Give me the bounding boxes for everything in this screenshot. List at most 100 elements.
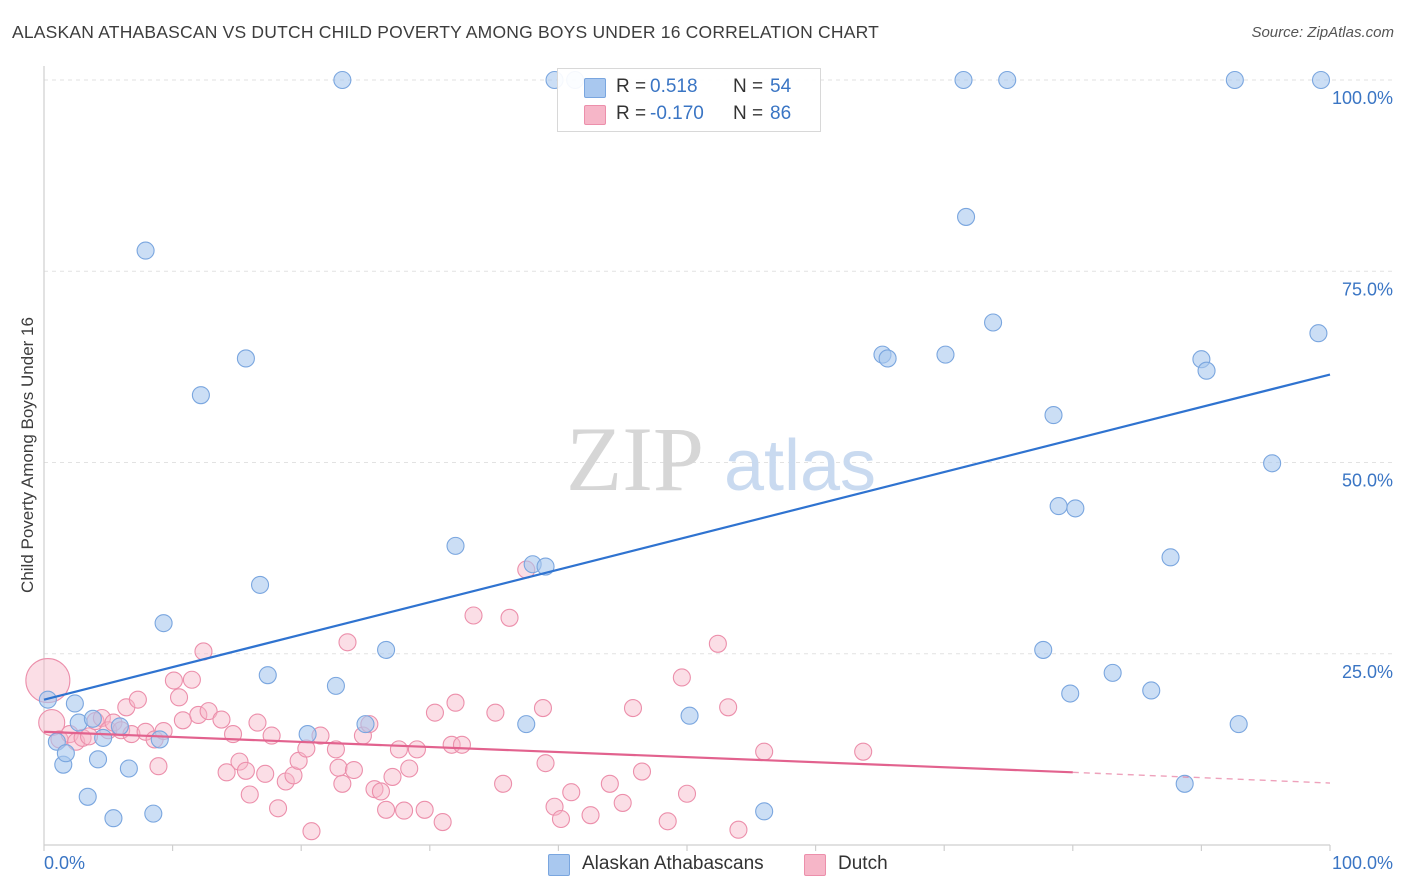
dutch-point: [269, 799, 288, 818]
dutch-point: [164, 671, 183, 690]
dutch-point: [189, 705, 208, 725]
dutch-point: [248, 713, 267, 732]
alaskan-athabascans-point: [1161, 548, 1180, 567]
source-label: Source: ZipAtlas.com: [1251, 24, 1394, 41]
dutch-point: [446, 693, 465, 712]
alaskan-athabascans-point: [1049, 497, 1068, 516]
dutch-point: [182, 670, 201, 689]
dutch-point: [854, 742, 873, 761]
alaskan-athabascans-point: [65, 694, 84, 713]
alaskan-athabascans-point: [258, 666, 277, 685]
legend-swatch-pink: [584, 105, 606, 125]
series-label-alaskan: Alaskan Athabascans: [582, 853, 764, 874]
alaskan-athabascans-point: [446, 536, 465, 555]
alaskan-athabascans-trend-line: [43, 373, 1331, 701]
alaskan-athabascans-point: [1229, 715, 1248, 734]
alaskan-athabascans-point: [136, 241, 155, 260]
alaskan-athabascans-point: [298, 725, 317, 744]
dutch-point: [415, 800, 434, 819]
dutch-point: [395, 801, 414, 820]
alaskan-athabascans-point: [957, 207, 976, 226]
alaskan-athabascans-point: [1175, 774, 1194, 793]
alaskan-athabascans-point: [119, 759, 138, 778]
alaskan-athabascans-point: [517, 715, 536, 734]
dutch-point: [199, 702, 218, 721]
alaskan-athabascans-point: [954, 70, 973, 90]
alaskan-athabascans-point: [154, 614, 173, 633]
legend-n-label: N =: [733, 76, 764, 97]
alaskan-athabascans-point: [1309, 324, 1328, 343]
alaskan-athabascans-point: [191, 386, 210, 405]
legend-n-value: 86: [770, 103, 792, 124]
dutch-point: [169, 688, 189, 707]
dutch-points: [25, 560, 873, 841]
tick-labels: 25.0% 50.0% 75.0% 100.0% 0.0% 100.0%: [44, 88, 1393, 873]
legend-row-alaskan: R = 0.518 N = 54: [558, 74, 820, 100]
dutch-point: [708, 634, 727, 653]
alaskan-athabascans-point: [878, 349, 897, 368]
dutch-point: [173, 711, 192, 730]
series-swatch-blue: [548, 854, 570, 876]
alaskan-athabascans-point: [356, 715, 375, 734]
dutch-point: [230, 752, 249, 771]
axes: [43, 66, 1331, 851]
dutch-trend-line-extension: [1072, 771, 1331, 784]
legend-row-dutch: R = -0.170 N = 86: [558, 101, 820, 127]
dutch-point: [672, 668, 691, 687]
alaskan-athabascans-point: [150, 730, 169, 749]
alaskan-athabascans-point: [1034, 640, 1053, 659]
alaskan-athabascans-point: [755, 802, 774, 821]
legend-r-value: -0.170: [650, 103, 704, 124]
alaskan-athabascans-point: [104, 809, 123, 828]
dutch-point: [533, 699, 553, 718]
dutch-point: [755, 742, 774, 761]
dutch-point: [719, 698, 738, 717]
dutch-point: [128, 690, 147, 709]
watermark-atlas: atlas: [724, 426, 876, 506]
dutch-point: [256, 764, 275, 783]
alaskan-athabascans-point: [56, 744, 75, 763]
alaskan-athabascans-point: [1066, 499, 1085, 518]
dutch-point: [677, 784, 697, 803]
dutch-point: [632, 762, 652, 781]
dutch-point: [562, 783, 581, 802]
alaskan-athabascans-point: [1061, 684, 1080, 703]
alaskan-athabascans-point: [94, 728, 113, 747]
alaskan-athabascans-point: [326, 676, 345, 695]
watermark-zip: ZIP: [566, 408, 704, 510]
alaskan-athabascans-point: [250, 575, 270, 594]
legend-r-value: 0.518: [650, 76, 698, 97]
alaskan-athabascans-point: [1225, 70, 1244, 90]
alaskan-athabascans-point: [1311, 70, 1331, 90]
y-tick-label: 75.0%: [1342, 279, 1393, 299]
dutch-point: [623, 699, 643, 718]
alaskan-athabascans-point: [110, 717, 129, 736]
legend-n-label: N =: [733, 103, 764, 124]
dutch-point: [613, 793, 632, 812]
y-tick-label: 25.0%: [1342, 662, 1393, 682]
correlation-legend: R = 0.518 N = 54 R = -0.170 N = 86: [557, 68, 821, 132]
alaskan-athabascans-point: [998, 70, 1017, 90]
dutch-point: [486, 703, 505, 722]
dutch-point: [338, 633, 357, 652]
dutch-point: [284, 766, 303, 785]
dutch-point: [333, 774, 352, 793]
dutch-point: [600, 774, 619, 793]
dutch-point: [500, 608, 519, 627]
alaskan-athabascans-point: [1103, 663, 1122, 682]
dutch-point: [383, 767, 402, 786]
dutch-point: [581, 806, 600, 825]
dutch-point: [433, 812, 452, 832]
dutch-point: [149, 757, 168, 776]
dutch-point: [452, 735, 472, 754]
grid-lines: [44, 79, 1392, 655]
alaskan-athabascans-point: [88, 750, 108, 769]
dutch-point: [240, 785, 259, 804]
dutch-point: [425, 703, 444, 722]
dutch-point: [371, 782, 390, 801]
x-tick-label: 0.0%: [44, 853, 85, 873]
alaskan-athabascans-point: [83, 709, 102, 728]
dutch-point: [551, 809, 571, 829]
alaskan-athabascans-point: [680, 706, 699, 725]
